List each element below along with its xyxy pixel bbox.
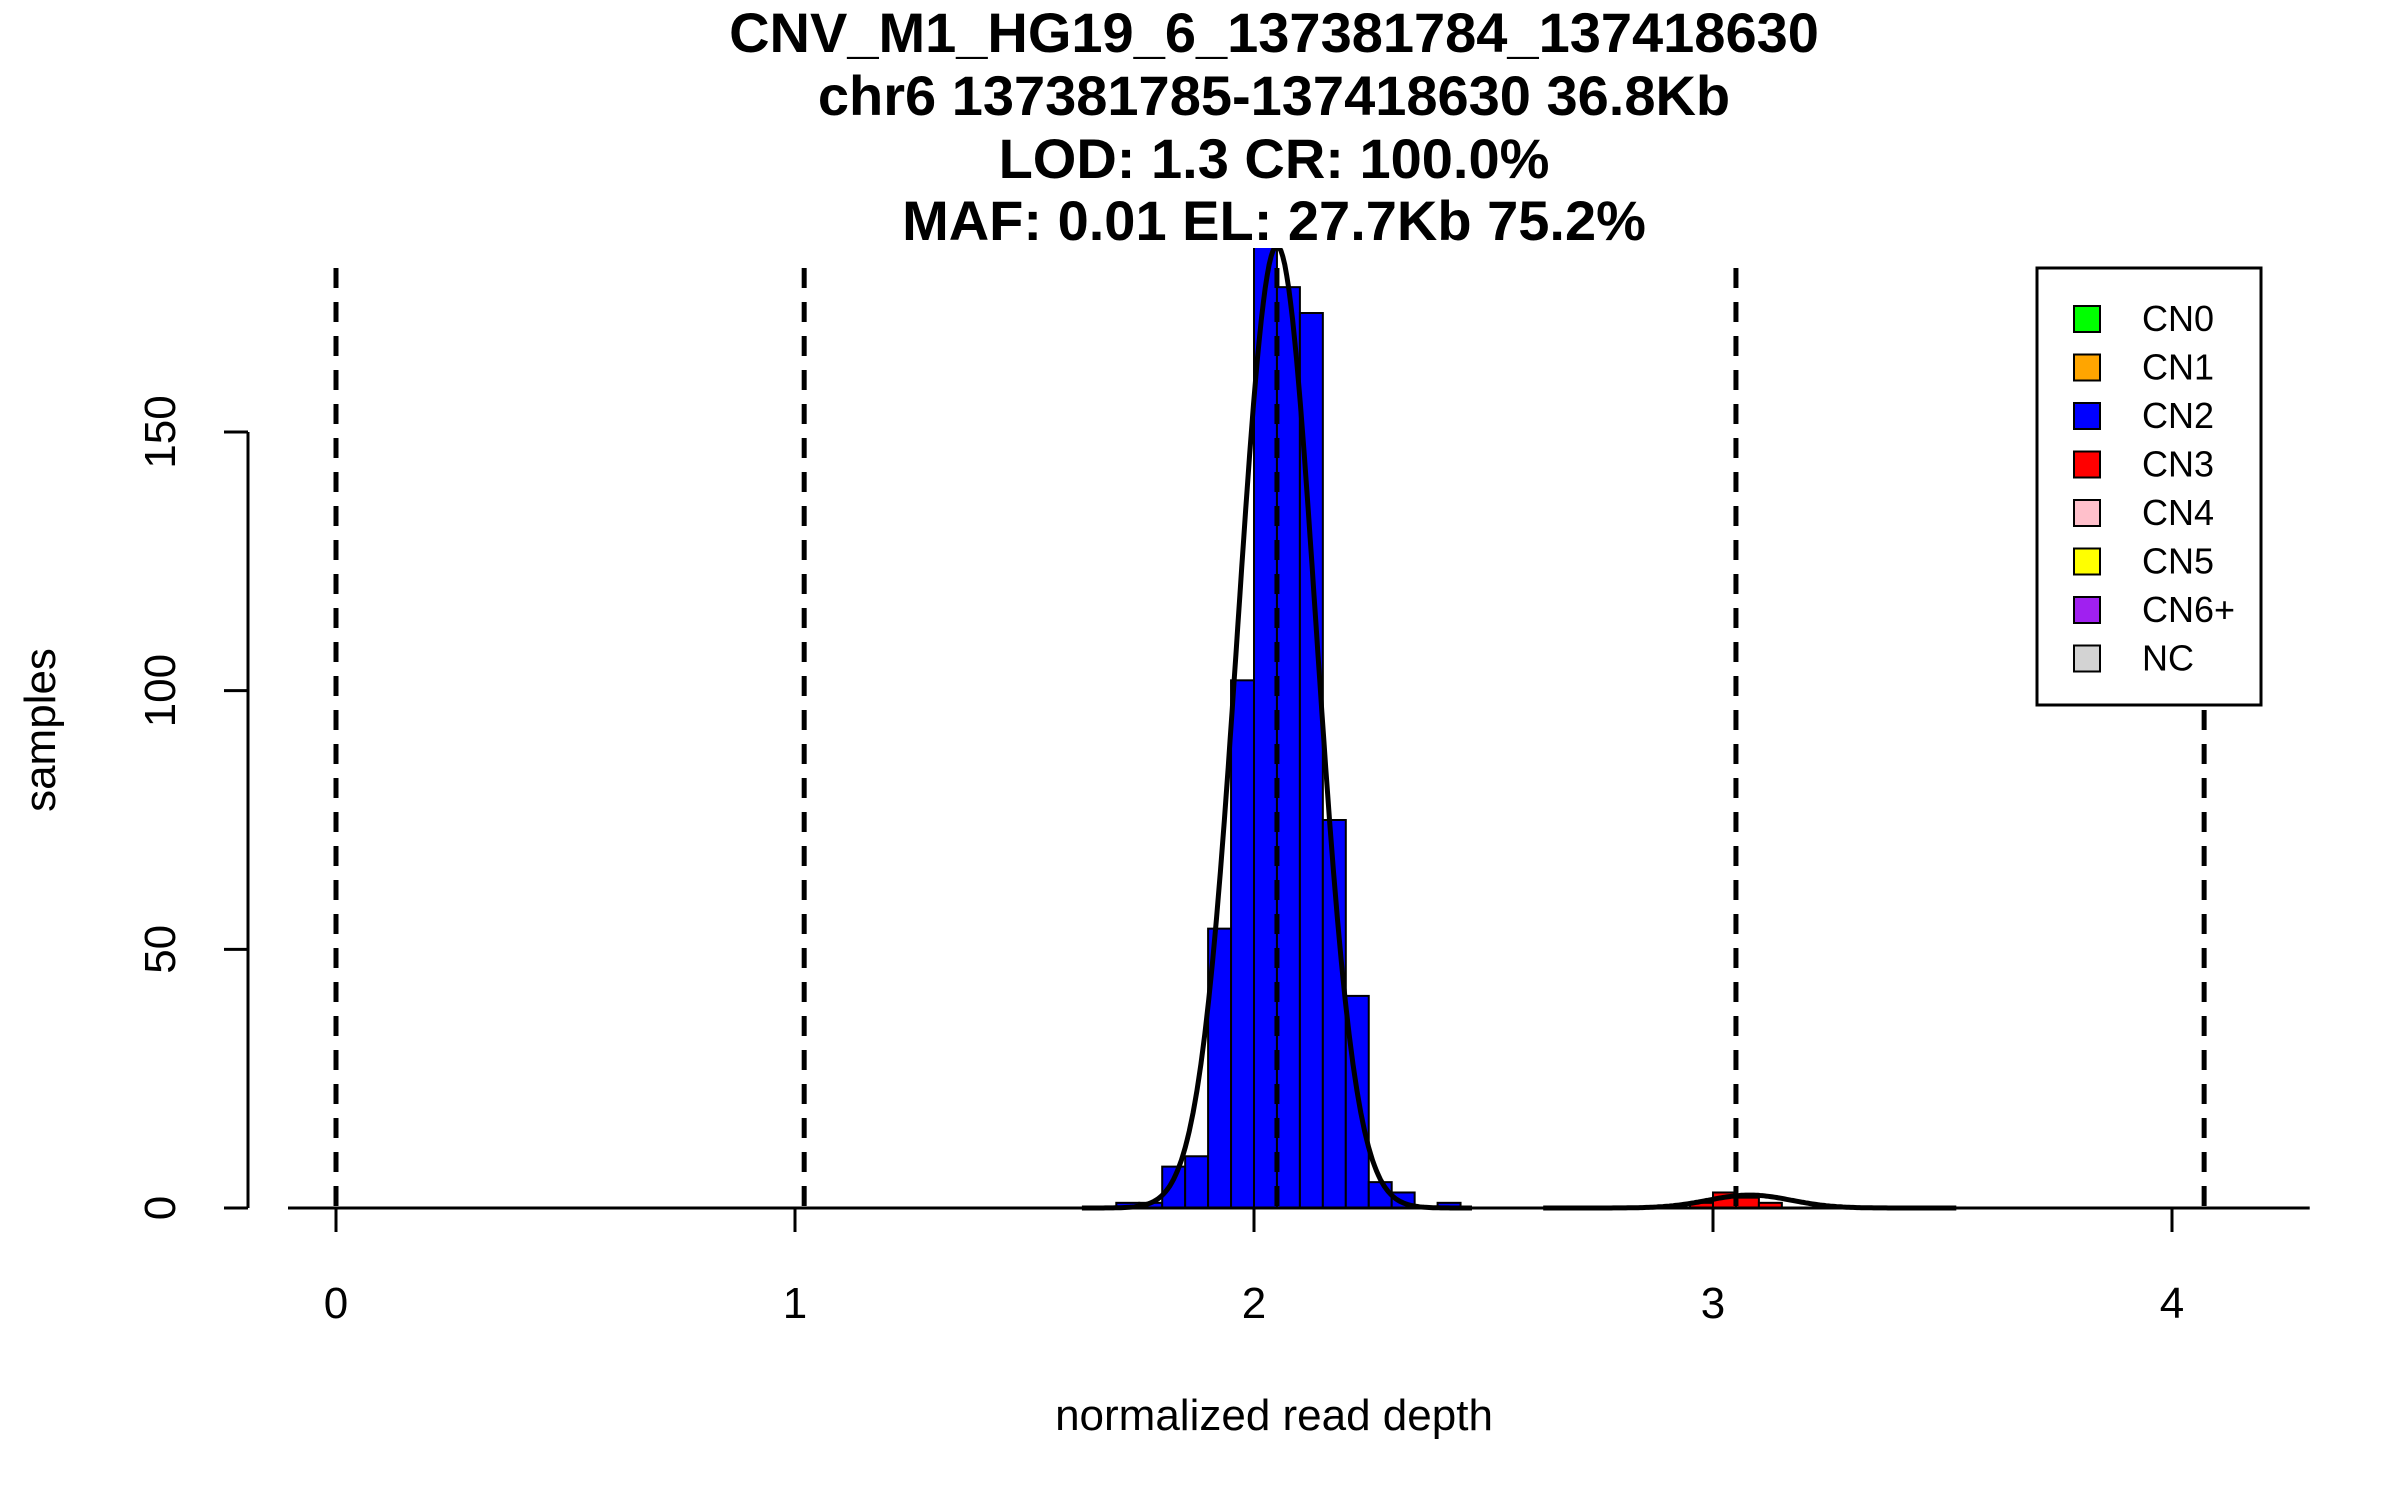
fit-curve-0 bbox=[1081, 248, 1472, 1211]
x-axis-title: normalized read depth bbox=[1055, 1391, 1493, 1440]
legend-label-cn0: CN0 bbox=[2142, 298, 2214, 339]
legend-label-cn5: CN5 bbox=[2142, 541, 2214, 582]
x-tick-label-1: 1 bbox=[783, 1279, 807, 1328]
legend: CN0 CN1 CN2 CN3 CN4 CN5 CN6+ NC bbox=[2035, 266, 2263, 707]
legend-swatch-cn6plus bbox=[2073, 596, 2101, 624]
x-tick-label-0: 0 bbox=[324, 1279, 348, 1328]
legend-label-cn1: CN1 bbox=[2142, 347, 2214, 388]
x-axis: 0 1 2 3 4 bbox=[288, 1206, 2306, 1328]
y-tick-label-0: 0 bbox=[136, 1196, 185, 1220]
legend-swatch-cn5 bbox=[2073, 547, 2101, 576]
x-tick-label-3: 3 bbox=[1701, 1279, 1725, 1328]
legend-label-cn4: CN4 bbox=[2142, 492, 2214, 533]
x-tick-label-4: 4 bbox=[2160, 1279, 2184, 1328]
legend-swatch-cn4 bbox=[2073, 499, 2101, 527]
bar-cn2-6 bbox=[1253, 248, 1278, 1209]
bar-cn2-3 bbox=[1184, 1155, 1210, 1210]
bar-cn2-2 bbox=[1161, 1165, 1187, 1209]
legend-items: CN0 CN1 CN2 CN3 CN4 CN5 CN6+ NC bbox=[2073, 298, 2235, 679]
legend-label-cn2: CN2 bbox=[2142, 395, 2214, 436]
y-axis: 0 50 100 150 bbox=[136, 395, 250, 1220]
legend-swatch-cn3 bbox=[2073, 450, 2101, 479]
legend-swatch-cn0 bbox=[2073, 305, 2101, 333]
title-line-2: chr6 137381785-137418630 36.8Kb bbox=[818, 64, 1730, 127]
legend-label-cn3: CN3 bbox=[2142, 444, 2214, 485]
cn-threshold-lines bbox=[333, 268, 2207, 1208]
chart-title: CNV_M1_HG19_6_137381784_137418630 chr6 1… bbox=[729, 1, 1819, 252]
legend-swatch-cn1 bbox=[2073, 353, 2101, 382]
bar-cn2-7 bbox=[1275, 286, 1301, 1209]
title-line-1: CNV_M1_HG19_6_137381784_137418630 bbox=[729, 1, 1819, 64]
legend-swatch-nc bbox=[2073, 644, 2101, 673]
y-tick-label-2: 100 bbox=[136, 654, 185, 727]
x-tick-label-2: 2 bbox=[1242, 1279, 1266, 1328]
y-tick-label-3: 150 bbox=[136, 395, 185, 468]
legend-label-nc: NC bbox=[2142, 638, 2194, 679]
legend-box bbox=[2035, 266, 2263, 707]
legend-label-cn6plus: CN6+ bbox=[2142, 589, 2235, 630]
bar-cn2-5 bbox=[1230, 679, 1256, 1209]
title-line-3: LOD: 1.3 CR: 100.0% bbox=[999, 127, 1550, 190]
y-tick-label-1: 50 bbox=[136, 925, 185, 974]
title-line-4: MAF: 0.01 EL: 27.7Kb 75.2% bbox=[902, 189, 1646, 252]
bar-cn3-2 bbox=[1734, 1196, 1760, 1209]
histogram-bars bbox=[1115, 248, 1783, 1210]
y-axis-title: samples bbox=[16, 648, 65, 812]
legend-swatch-cn2 bbox=[2073, 402, 2101, 430]
